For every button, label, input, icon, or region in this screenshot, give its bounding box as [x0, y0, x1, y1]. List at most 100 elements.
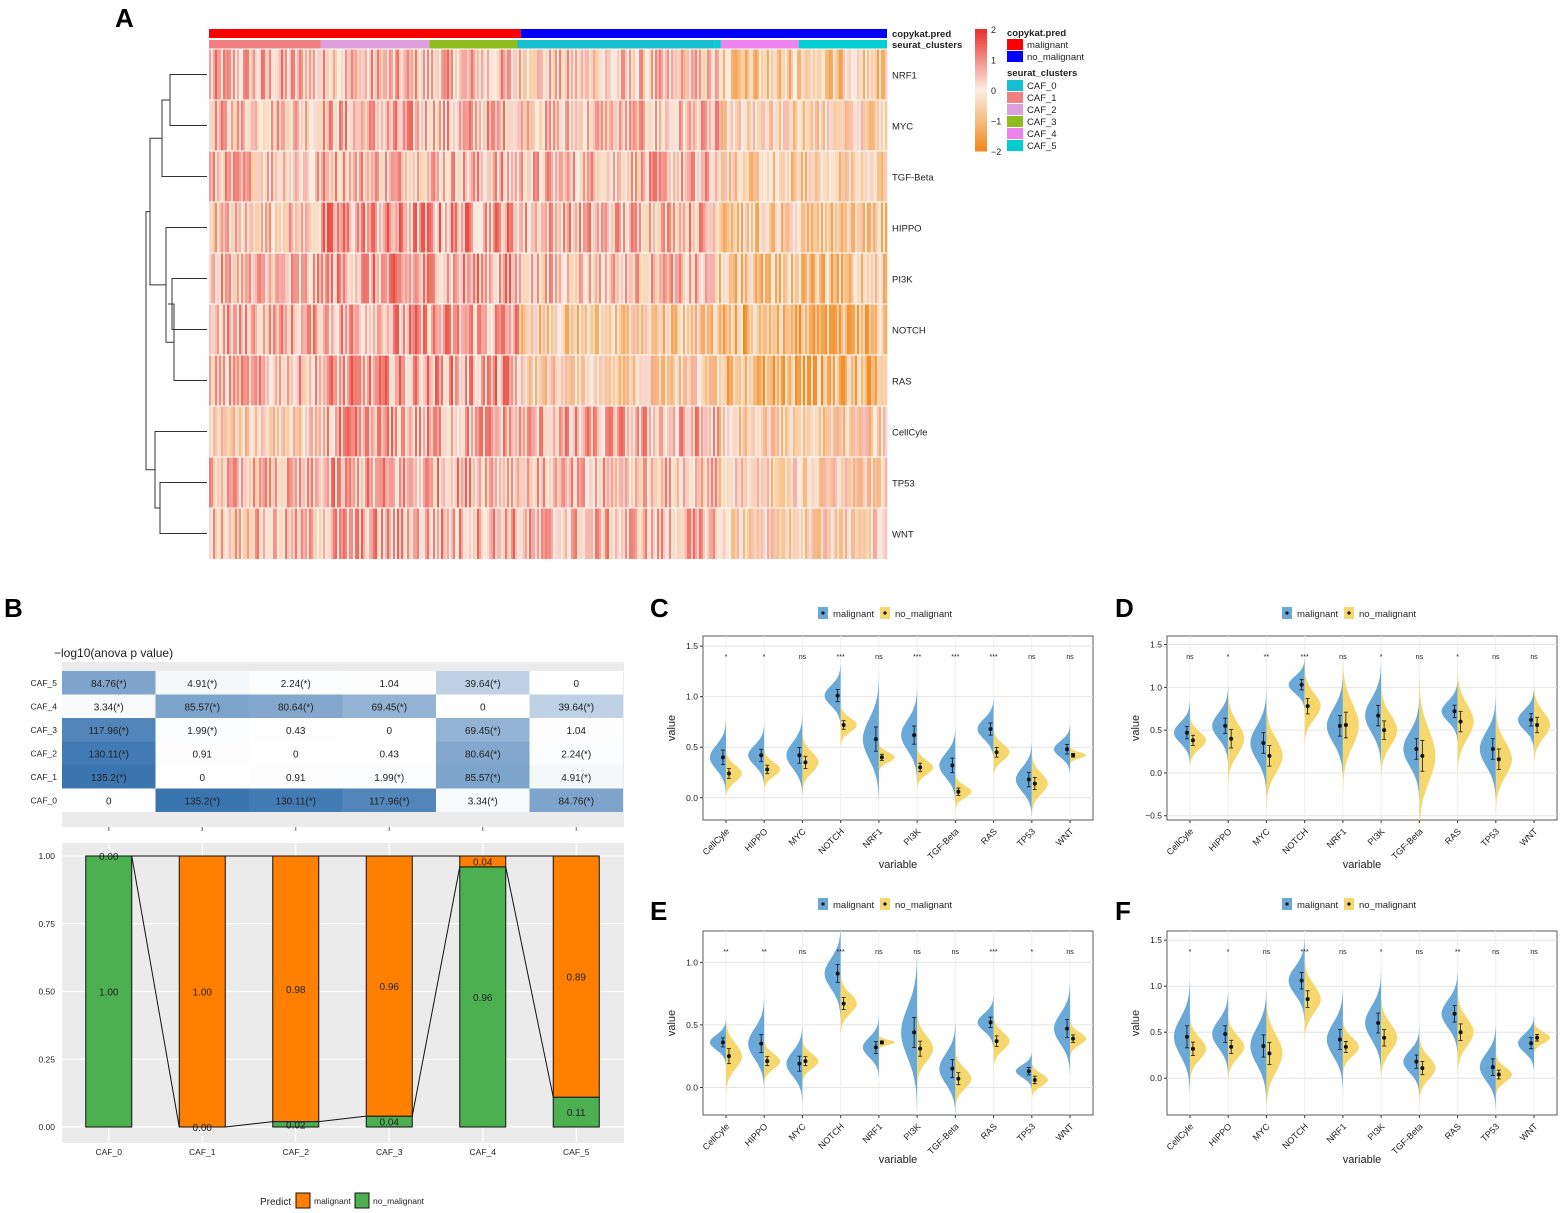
heatmap-cell	[425, 100, 428, 151]
heatmap-cell	[349, 151, 352, 202]
heatmap-cell	[561, 508, 564, 559]
heatmap-cell	[595, 100, 598, 151]
heatmap-cell	[719, 253, 722, 304]
heatmap-cell	[315, 508, 318, 559]
heatmap-cell	[599, 355, 602, 406]
heatmap-cell	[645, 355, 648, 406]
heatmap-cell	[725, 406, 728, 457]
heatmap-cell	[641, 406, 644, 457]
heatmap-cell	[453, 406, 456, 457]
heatmap-cell	[569, 355, 572, 406]
heatmap-cell	[783, 202, 786, 253]
mean-point-no-malignant	[1535, 723, 1540, 728]
heatmap-cell	[401, 151, 404, 202]
heatmap-cell	[293, 406, 296, 457]
heatmap-cell	[331, 304, 334, 355]
heatmap-cell	[353, 49, 356, 100]
heatmap-cell	[795, 202, 798, 253]
heatmap-cell	[383, 253, 386, 304]
heatmap-cell	[747, 49, 750, 100]
heatmap-cell	[235, 100, 238, 151]
heatmap-cell	[209, 253, 212, 304]
heatmap-cell	[475, 406, 478, 457]
heatmap-cell	[245, 508, 248, 559]
violin-no-malignant-tgf-beta	[955, 773, 972, 810]
heatmap-cell	[219, 202, 222, 253]
heatmap-cell	[669, 355, 672, 406]
heatmap-cell	[549, 457, 552, 508]
heatmap-cell	[711, 49, 714, 100]
heatmap-cell	[405, 100, 408, 151]
heatmap-cell	[455, 355, 458, 406]
heatmap-cell	[735, 151, 738, 202]
heatmap-cell	[309, 406, 312, 457]
heatmap-cell	[375, 457, 378, 508]
heatmap-cell	[883, 100, 886, 151]
heatmap-cell	[395, 100, 398, 151]
bar-legend-swatch-malignant	[295, 1192, 311, 1209]
heatmap-cell	[745, 253, 748, 304]
heatmap-cell	[771, 151, 774, 202]
heatmap-cell	[593, 508, 596, 559]
heatmap-cell	[485, 406, 488, 457]
heatmap-cell	[325, 457, 328, 508]
heatmap-cell	[457, 508, 460, 559]
heatmap-cell	[355, 508, 358, 559]
heatmap-cell	[221, 355, 224, 406]
heatmap-cell	[817, 100, 820, 151]
heatmap-cell	[275, 355, 278, 406]
heatmap-cell	[723, 151, 726, 202]
heatmap-cell	[511, 202, 514, 253]
heatmap-cell	[581, 508, 584, 559]
heatmap-cell	[523, 49, 526, 100]
heatmap-cell	[759, 508, 762, 559]
heatmap-cell	[817, 508, 820, 559]
heatmap-cell	[789, 202, 792, 253]
heatmap-cell	[731, 49, 734, 100]
heatmap-cell	[671, 253, 674, 304]
heatmap-cell	[363, 457, 366, 508]
heatmap-cell	[369, 457, 372, 508]
heatmap-cell	[537, 508, 540, 559]
heatmap-cell	[681, 49, 684, 100]
violin-malignant-tp53	[1015, 1052, 1032, 1090]
heatmap-cell	[239, 508, 242, 559]
heatmap-cell	[687, 253, 690, 304]
heatmap-cell	[377, 406, 380, 457]
heatmap-cell	[709, 49, 712, 100]
heatmap-cell	[847, 304, 850, 355]
heatmap-cell	[821, 49, 824, 100]
heatmap-cell	[783, 508, 786, 559]
anova-cell-label: 39.64(*)	[558, 702, 594, 713]
heatmap-cell	[787, 202, 790, 253]
violin-x-tick-label: TP53	[1015, 826, 1037, 848]
heatmap-cell	[371, 355, 374, 406]
heatmap-cell	[297, 49, 300, 100]
heatmap-cell	[633, 202, 636, 253]
heatmap-cell	[647, 304, 650, 355]
heatmap-cell	[781, 406, 784, 457]
heatmap-cell	[469, 508, 472, 559]
heatmap-cell	[399, 49, 402, 100]
heatmap-cell	[421, 253, 424, 304]
anova-row-label: CAF_0	[31, 795, 58, 805]
heatmap-cell	[599, 100, 602, 151]
color-scale-step	[975, 110, 987, 113]
heatmap-cell	[669, 202, 672, 253]
violin-malignant-wnt	[1054, 724, 1071, 774]
heatmap-cell	[793, 355, 796, 406]
heatmap-cell	[387, 508, 390, 559]
heatmap-cell	[625, 406, 628, 457]
heatmap-cell	[833, 304, 836, 355]
heatmap-cell	[613, 49, 616, 100]
heatmap-cell	[301, 49, 304, 100]
heatmap-cell	[607, 355, 610, 406]
heatmap-cell	[383, 304, 386, 355]
heatmap-cell	[243, 253, 246, 304]
heatmap-cell	[733, 406, 736, 457]
heatmap-row-nrf1	[209, 49, 888, 100]
heatmap-cell	[869, 406, 872, 457]
heatmap-cell	[485, 151, 488, 202]
heatmap-cell	[295, 151, 298, 202]
heatmap-cell	[581, 202, 584, 253]
